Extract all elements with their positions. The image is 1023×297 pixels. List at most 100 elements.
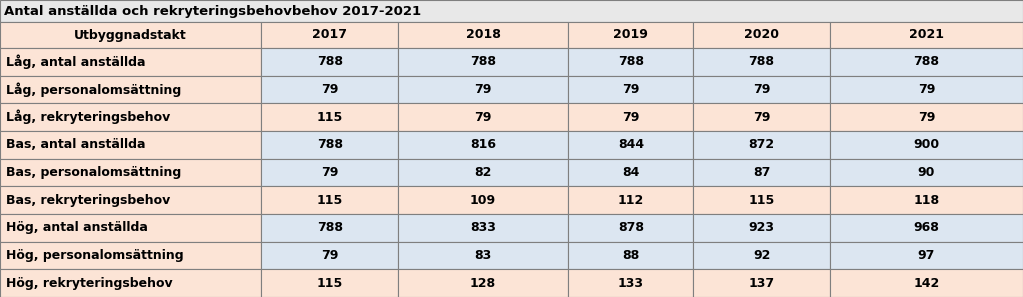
Bar (398, 48, 569, 76)
Text: 87: 87 (753, 166, 770, 179)
Text: 2018: 2018 (465, 29, 500, 42)
Text: 115: 115 (749, 194, 774, 207)
Text: Hög, antal anställda: Hög, antal anställda (6, 221, 148, 234)
Text: Låg, personalomsättning: Låg, personalomsättning (6, 82, 181, 97)
Bar (0, 22, 262, 48)
Text: 79: 79 (475, 83, 492, 96)
Bar (262, 131, 398, 159)
Bar (694, 269, 830, 297)
Text: Antal anställda och rekryteringsbehovbehov 2017-2021: Antal anställda och rekryteringsbehovbeh… (4, 4, 421, 18)
Text: 109: 109 (470, 194, 496, 207)
Bar (694, 103, 830, 131)
Text: 82: 82 (475, 166, 492, 179)
Text: 79: 79 (321, 83, 339, 96)
Bar (262, 48, 398, 76)
Text: 142: 142 (914, 277, 939, 290)
Bar (830, 22, 1023, 48)
Bar (0, 48, 262, 76)
Text: 2019: 2019 (614, 29, 649, 42)
Bar (0, 76, 262, 103)
Bar (569, 214, 694, 242)
Text: 900: 900 (914, 138, 939, 151)
Text: Bas, personalomsättning: Bas, personalomsättning (6, 166, 181, 179)
Bar (398, 22, 569, 48)
Text: 816: 816 (471, 138, 496, 151)
Bar (0, 103, 262, 131)
Bar (398, 242, 569, 269)
Bar (694, 76, 830, 103)
Text: Låg, rekryteringsbehov: Låg, rekryteringsbehov (6, 110, 170, 124)
Text: 923: 923 (749, 221, 774, 234)
Text: 2021: 2021 (908, 29, 944, 42)
Text: 83: 83 (475, 249, 492, 262)
Text: 90: 90 (918, 166, 935, 179)
Bar (694, 242, 830, 269)
Text: 79: 79 (321, 166, 339, 179)
Bar (694, 22, 830, 48)
Text: 833: 833 (471, 221, 496, 234)
Bar (569, 186, 694, 214)
Text: 788: 788 (471, 55, 496, 68)
Text: 968: 968 (914, 221, 939, 234)
Bar (262, 214, 398, 242)
Bar (569, 22, 694, 48)
Bar (398, 186, 569, 214)
Text: Låg, antal anställda: Låg, antal anställda (6, 55, 145, 69)
Bar (830, 103, 1023, 131)
Text: 118: 118 (914, 194, 939, 207)
Bar (0, 242, 262, 269)
Text: 115: 115 (316, 194, 343, 207)
Text: 788: 788 (618, 55, 643, 68)
Text: 79: 79 (918, 111, 935, 124)
Text: 133: 133 (618, 277, 643, 290)
Text: 788: 788 (749, 55, 774, 68)
Bar (0, 159, 262, 186)
Bar (398, 131, 569, 159)
Bar (398, 214, 569, 242)
Text: 115: 115 (316, 277, 343, 290)
Text: 112: 112 (618, 194, 643, 207)
Bar (569, 48, 694, 76)
Text: 79: 79 (918, 83, 935, 96)
Text: 844: 844 (618, 138, 643, 151)
Text: Hög, personalomsättning: Hög, personalomsättning (6, 249, 183, 262)
Text: 115: 115 (316, 111, 343, 124)
Text: 788: 788 (914, 55, 939, 68)
Bar (830, 269, 1023, 297)
Bar (262, 103, 398, 131)
Bar (398, 103, 569, 131)
Text: Bas, rekryteringsbehov: Bas, rekryteringsbehov (6, 194, 170, 207)
Bar (569, 269, 694, 297)
Text: 2017: 2017 (312, 29, 347, 42)
Bar (569, 76, 694, 103)
Bar (694, 48, 830, 76)
Bar (0, 214, 262, 242)
Bar (569, 242, 694, 269)
Bar (398, 159, 569, 186)
Text: 79: 79 (475, 111, 492, 124)
Bar (262, 269, 398, 297)
Bar (694, 214, 830, 242)
Text: 88: 88 (622, 249, 639, 262)
Text: 2020: 2020 (744, 29, 780, 42)
Text: 84: 84 (622, 166, 639, 179)
Text: 788: 788 (317, 221, 343, 234)
Text: 97: 97 (918, 249, 935, 262)
Text: 79: 79 (622, 83, 639, 96)
Text: Utbyggnadstakt: Utbyggnadstakt (75, 29, 187, 42)
Text: 878: 878 (618, 221, 643, 234)
Bar (262, 22, 398, 48)
Bar (830, 214, 1023, 242)
Text: 872: 872 (749, 138, 774, 151)
Text: Bas, antal anställda: Bas, antal anställda (6, 138, 145, 151)
Bar (830, 242, 1023, 269)
Text: 788: 788 (317, 138, 343, 151)
Bar (0, 131, 262, 159)
Bar (830, 159, 1023, 186)
Bar (0, 0, 1023, 22)
Bar (830, 131, 1023, 159)
Bar (694, 186, 830, 214)
Text: 79: 79 (321, 249, 339, 262)
Bar (830, 186, 1023, 214)
Bar (262, 186, 398, 214)
